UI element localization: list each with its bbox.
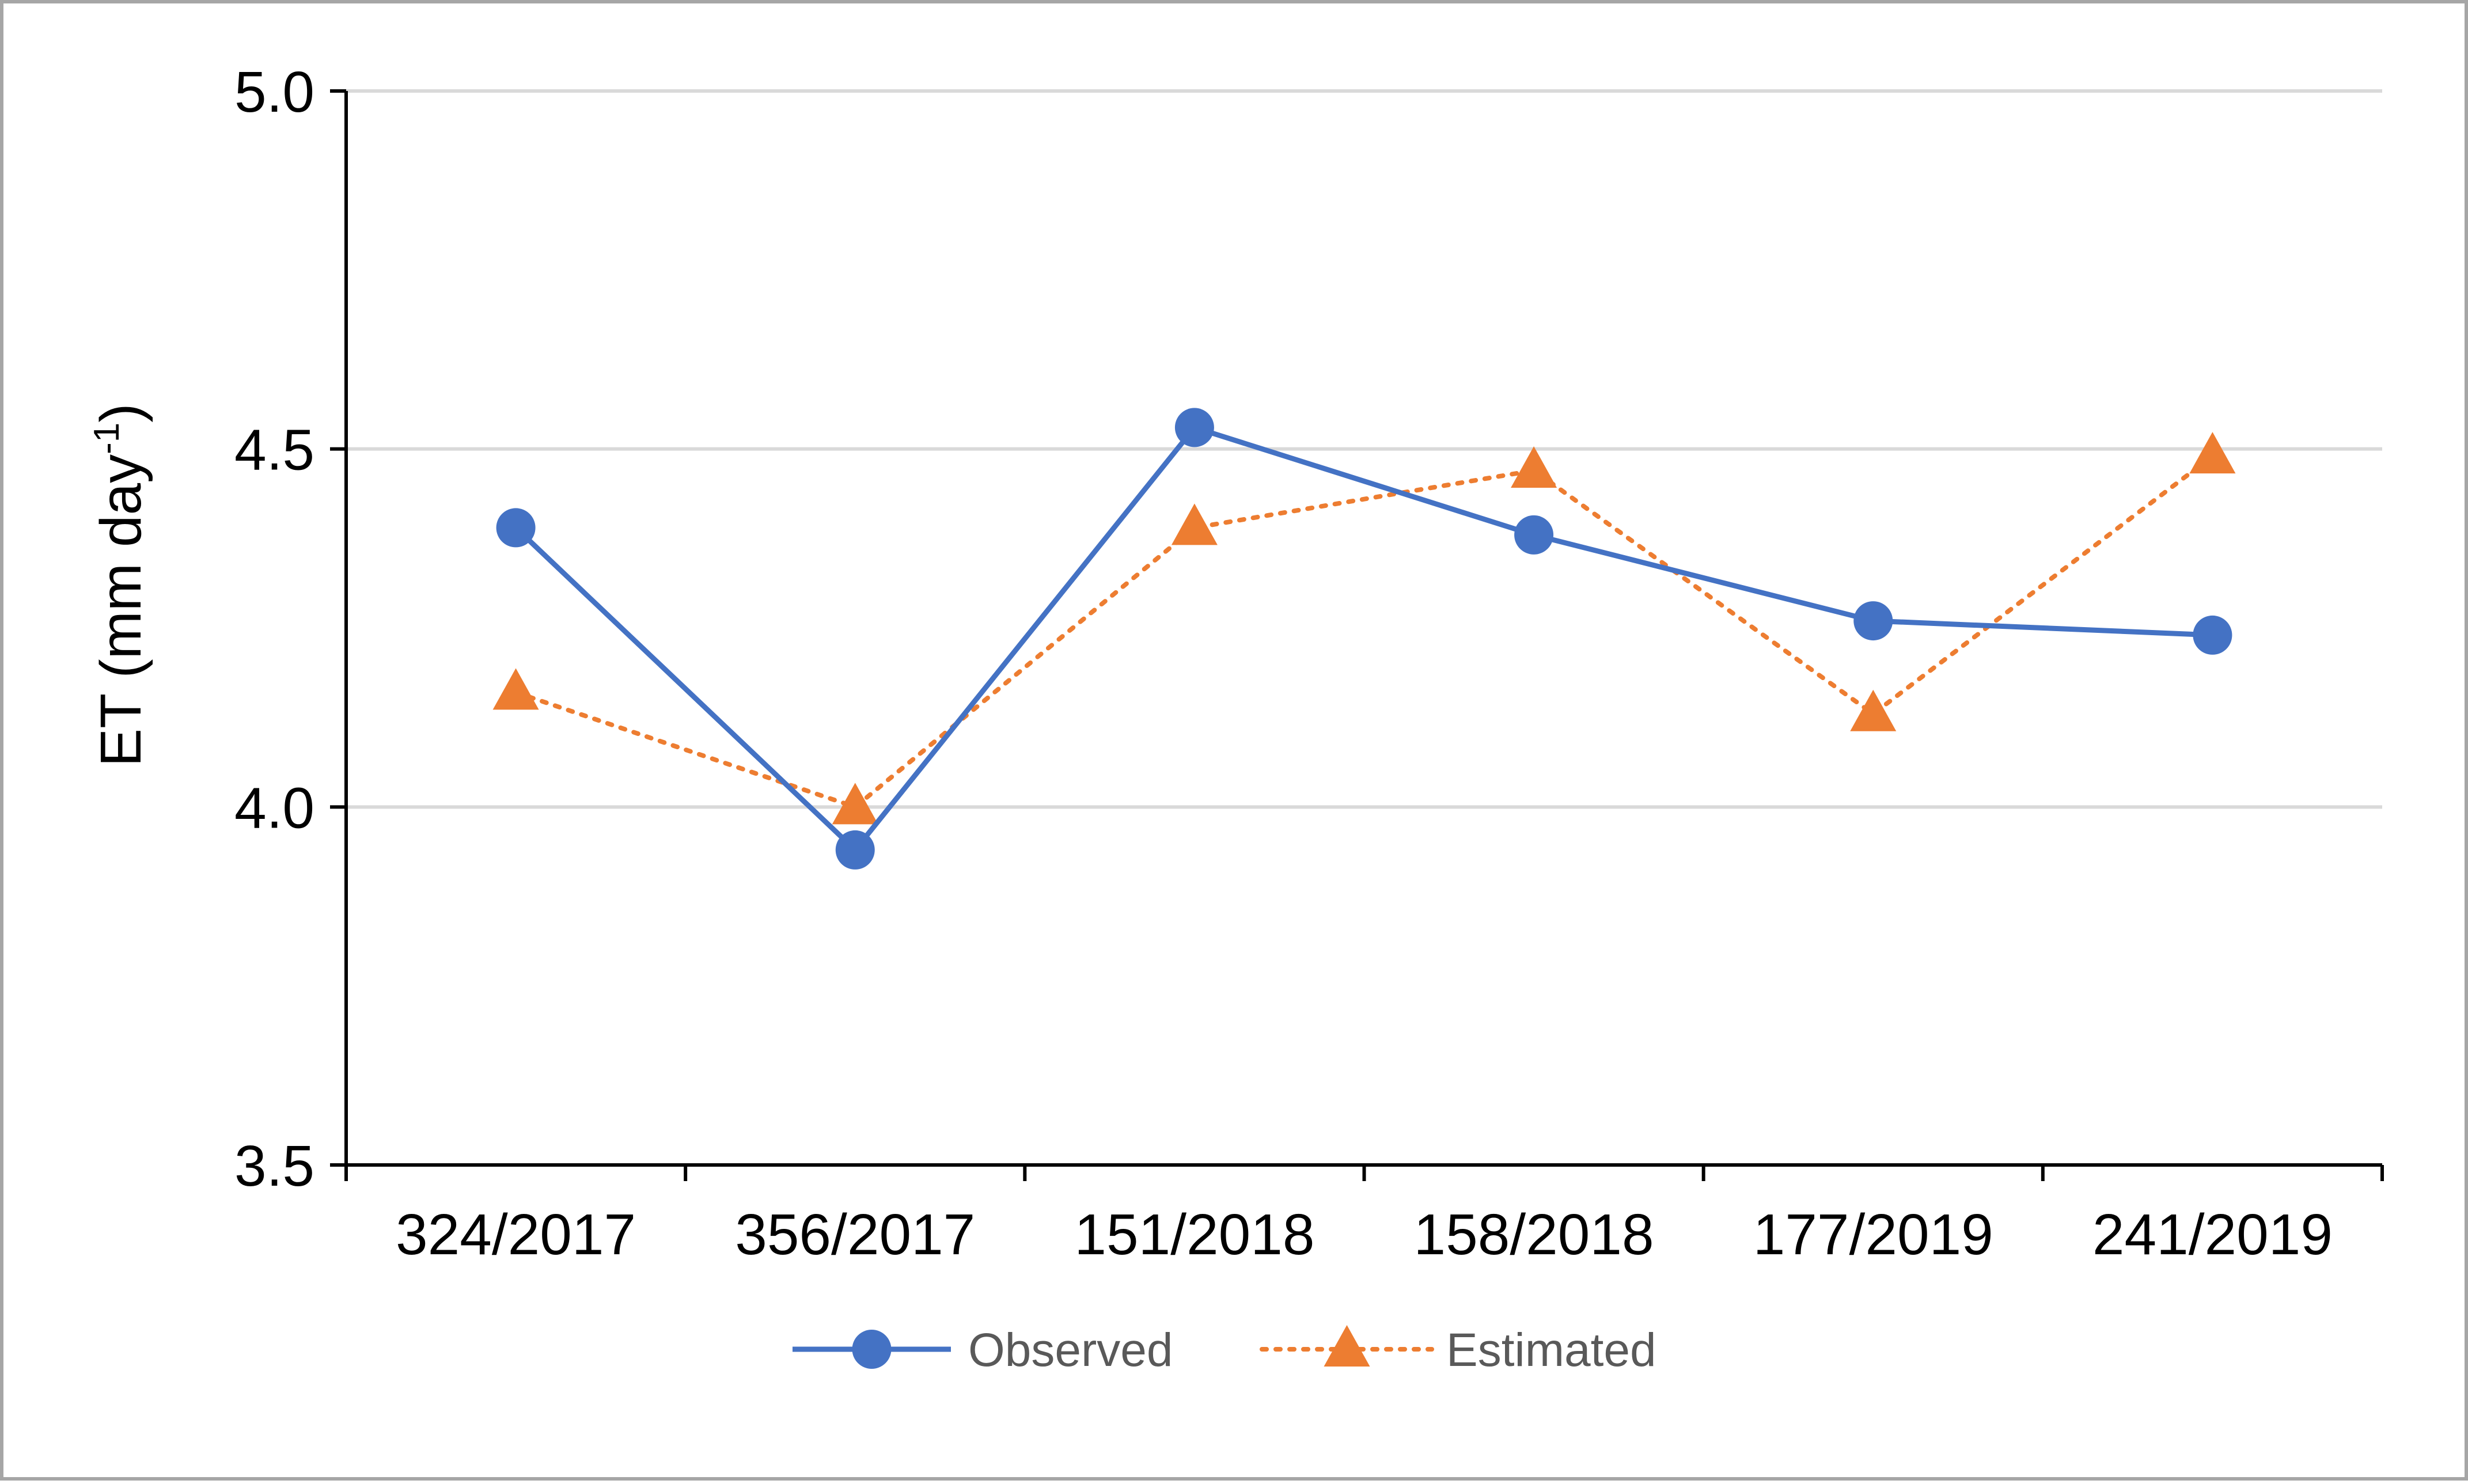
- estimated-point: [1171, 503, 1218, 545]
- legend-label-estimated: Estimated: [1446, 1324, 1656, 1376]
- y-axis-title-text: ET (mm day: [89, 454, 153, 767]
- tick-labels: 3.5 4.0 4.5 5.0 324/2017 356/2017 151/2018 158/…: [234, 60, 2333, 1267]
- estimated-point: [1511, 446, 1557, 488]
- y-axis-title: ET (mm day-1): [87, 403, 153, 766]
- gridlines: [346, 89, 2382, 809]
- estimated-point: [2189, 432, 2236, 474]
- x-tick-label: 356/2017: [735, 1202, 975, 1267]
- estimated-point: [1850, 689, 1897, 731]
- observed-point: [1853, 601, 1893, 641]
- estimated-point: [832, 783, 878, 825]
- legend-label-observed: Observed: [968, 1324, 1173, 1376]
- x-tick-label: 151/2018: [1074, 1202, 1314, 1267]
- legend: Observed Estimated: [793, 1324, 1656, 1376]
- y-tick-label: 3.5: [234, 1134, 314, 1198]
- legend-item-observed: Observed: [793, 1324, 1173, 1376]
- x-tick-label: 158/2018: [1414, 1202, 1654, 1267]
- series-estimated: [492, 432, 2236, 825]
- observed-line: [514, 424, 2213, 853]
- y-axis-title-suffix: ): [89, 403, 153, 422]
- x-tick-label: 324/2017: [396, 1202, 636, 1267]
- y-tick-label: 4.0: [234, 776, 314, 840]
- x-tick-label: 241/2019: [2092, 1202, 2333, 1267]
- observed-point: [1174, 408, 1214, 447]
- series-observed: [496, 408, 2232, 870]
- line-chart: 3.5 4.0 4.5 5.0 324/2017 356/2017 151/2018 158/…: [87, 60, 2384, 1376]
- observed-point: [2193, 615, 2232, 655]
- x-tick-label: 177/2019: [1753, 1202, 1993, 1267]
- observed-point: [835, 830, 875, 870]
- legend-swatch-marker-observed: [852, 1330, 892, 1369]
- observed-point: [1514, 515, 1554, 555]
- y-tick-label: 4.5: [234, 418, 314, 483]
- y-tick-label: 5.0: [234, 60, 314, 124]
- estimated-point: [492, 668, 539, 710]
- legend-item-estimated: Estimated: [1260, 1324, 1656, 1376]
- estimated-line: [513, 454, 2215, 810]
- y-axis-title-superscript: -1: [87, 423, 127, 454]
- legend-swatch-marker-estimated: [1324, 1325, 1370, 1367]
- observed-point: [496, 508, 536, 548]
- series: [492, 408, 2236, 870]
- axes: [330, 89, 2384, 1181]
